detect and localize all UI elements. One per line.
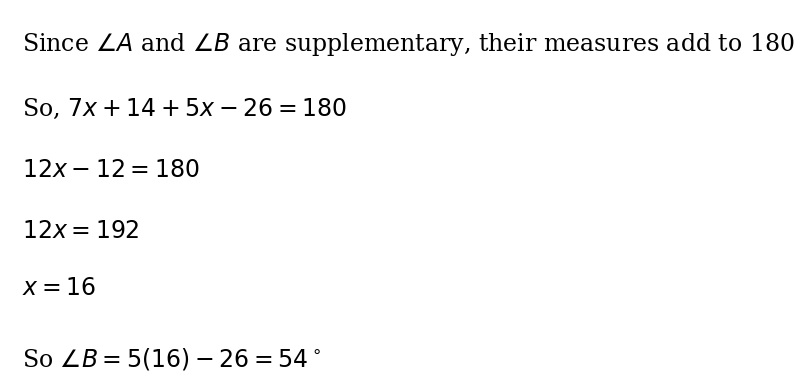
Text: So $\angle B = 5(16) - 26 = 54^\circ$: So $\angle B = 5(16) - 26 = 54^\circ$ <box>22 346 322 372</box>
Text: $x = 16$: $x = 16$ <box>22 277 97 300</box>
Text: So, $7x + 14 + 5x - 26 = 180$: So, $7x + 14 + 5x - 26 = 180$ <box>22 97 347 121</box>
Text: Since $\angle A$ and $\angle B$ are supplementary, their measures add to 180$^\c: Since $\angle A$ and $\angle B$ are supp… <box>22 32 800 59</box>
Text: $12x - 12 = 180$: $12x - 12 = 180$ <box>22 159 200 181</box>
Text: $12x = 192$: $12x = 192$ <box>22 220 140 243</box>
